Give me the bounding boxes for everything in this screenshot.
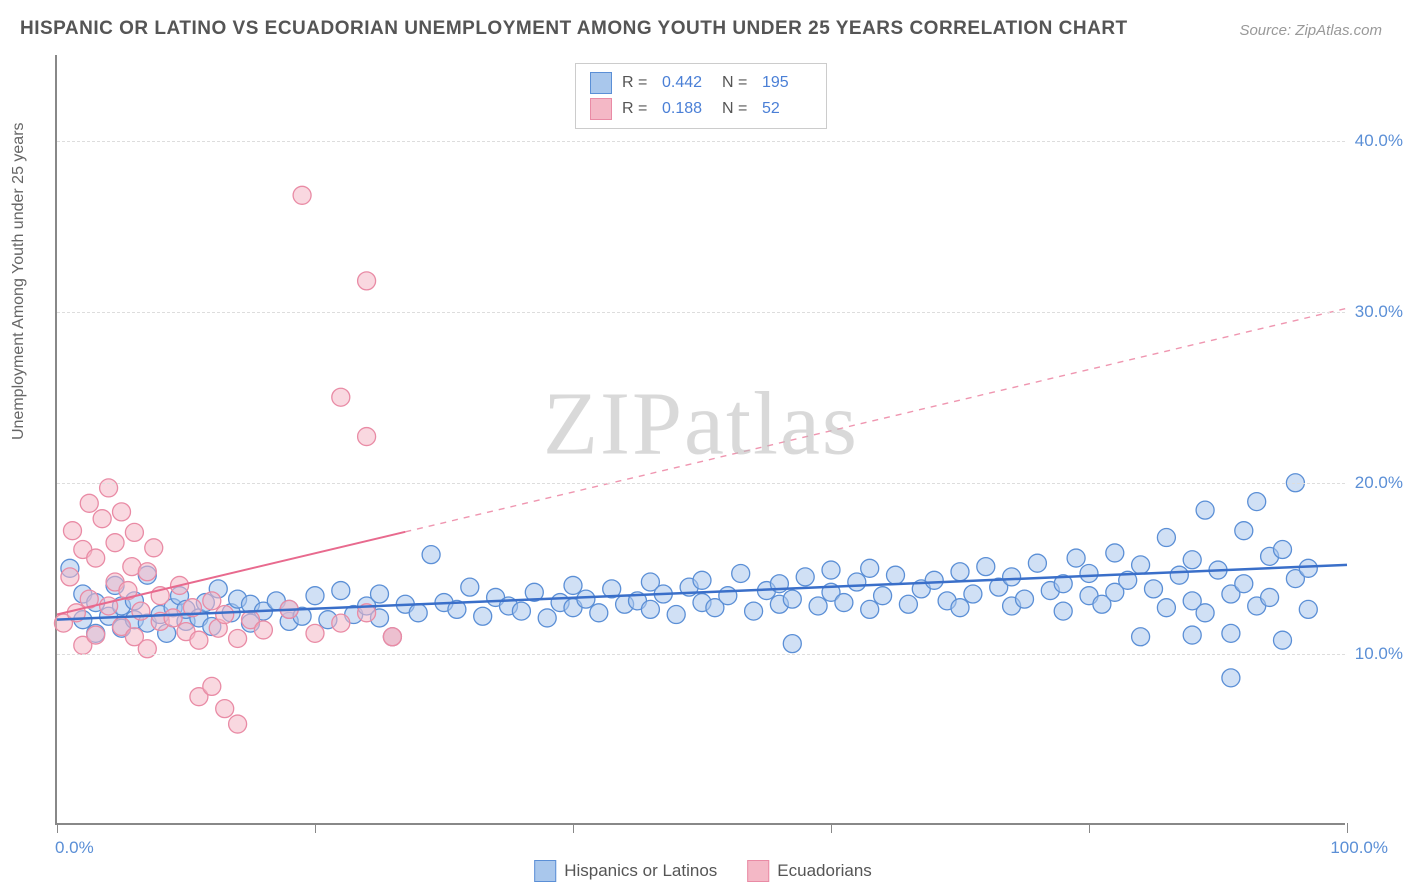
x-axis-min-label: 0.0% [55, 838, 94, 858]
y-tick-label: 10.0% [1355, 644, 1403, 664]
legend-item-ecuadorian: Ecuadorians [747, 860, 872, 882]
n-value-ecuadorian: 52 [762, 96, 812, 122]
y-tick-label: 30.0% [1355, 302, 1403, 322]
source-attribution: Source: ZipAtlas.com [1239, 22, 1382, 39]
gridline [57, 312, 1345, 313]
swatch-hispanic [590, 72, 612, 94]
legend-row-ecuadorian: R = 0.188 N = 52 [590, 96, 812, 122]
x-axis-max-label: 100.0% [1330, 838, 1388, 858]
legend-row-hispanic: R = 0.442 N = 195 [590, 70, 812, 96]
y-tick-label: 20.0% [1355, 473, 1403, 493]
chart-title: HISPANIC OR LATINO VS ECUADORIAN UNEMPLO… [20, 18, 1128, 40]
swatch-icon [534, 860, 556, 882]
gridline [57, 141, 1345, 142]
legend-label: Hispanics or Latinos [564, 861, 717, 881]
legend-label: Ecuadorians [777, 861, 872, 881]
gridline [57, 654, 1345, 655]
x-tick [573, 823, 574, 833]
r-value-ecuadorian: 0.188 [662, 96, 712, 122]
x-tick [1089, 823, 1090, 833]
scatter-svg [57, 55, 1345, 823]
plot-area: R = 0.442 N = 195 R = 0.188 N = 52 ZIPat… [55, 55, 1345, 825]
swatch-ecuadorian [590, 98, 612, 120]
correlation-legend: R = 0.442 N = 195 R = 0.188 N = 52 [575, 63, 827, 129]
y-tick-label: 40.0% [1355, 131, 1403, 151]
x-tick [831, 823, 832, 833]
gridline [57, 483, 1345, 484]
r-value-hispanic: 0.442 [662, 70, 712, 96]
series-legend: Hispanics or Latinos Ecuadorians [534, 860, 872, 882]
legend-item-hispanic: Hispanics or Latinos [534, 860, 717, 882]
y-axis-label: Unemployment Among Youth under 25 years [10, 122, 28, 440]
x-tick [315, 823, 316, 833]
swatch-icon [747, 860, 769, 882]
x-tick [1347, 823, 1348, 833]
n-value-hispanic: 195 [762, 70, 812, 96]
x-tick [57, 823, 58, 833]
